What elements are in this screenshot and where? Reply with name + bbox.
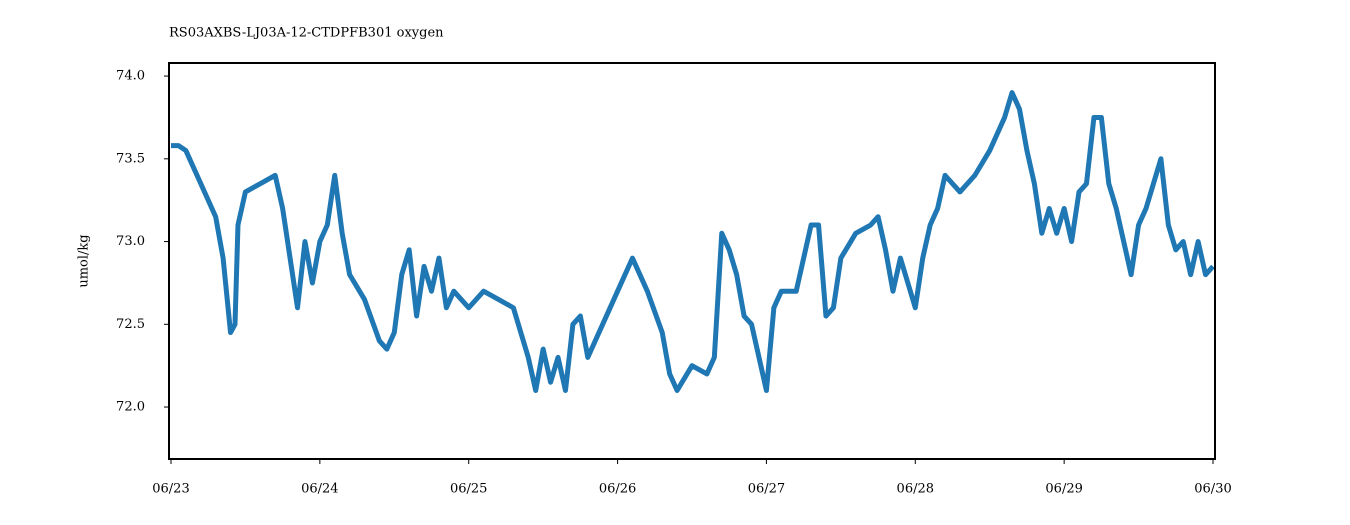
y-tick-label: 73.0 bbox=[116, 234, 145, 249]
y-tick-label: 74.0 bbox=[116, 69, 145, 84]
y-tick-label: 72.5 bbox=[116, 317, 145, 332]
plot-frame bbox=[168, 62, 1216, 460]
x-tick-label: 06/28 bbox=[897, 482, 934, 497]
x-tick-label: 06/27 bbox=[748, 482, 785, 497]
x-tick-label: 06/30 bbox=[1194, 482, 1231, 497]
chart-title: RS03AXBS-LJ03A-12-CTDPFB301 oxygen bbox=[169, 26, 444, 41]
data-line bbox=[170, 90, 1215, 393]
x-tick-label: 06/25 bbox=[450, 482, 487, 497]
y-tick-label: 73.5 bbox=[116, 151, 145, 166]
y-tick-label: 72.0 bbox=[116, 400, 145, 415]
x-tick-label: 06/24 bbox=[301, 482, 338, 497]
y-axis-label: umol/kg bbox=[77, 234, 92, 287]
x-tick-label: 06/26 bbox=[599, 482, 636, 497]
x-tick-label: 06/23 bbox=[152, 482, 189, 497]
x-tick-label: 06/29 bbox=[1045, 482, 1082, 497]
